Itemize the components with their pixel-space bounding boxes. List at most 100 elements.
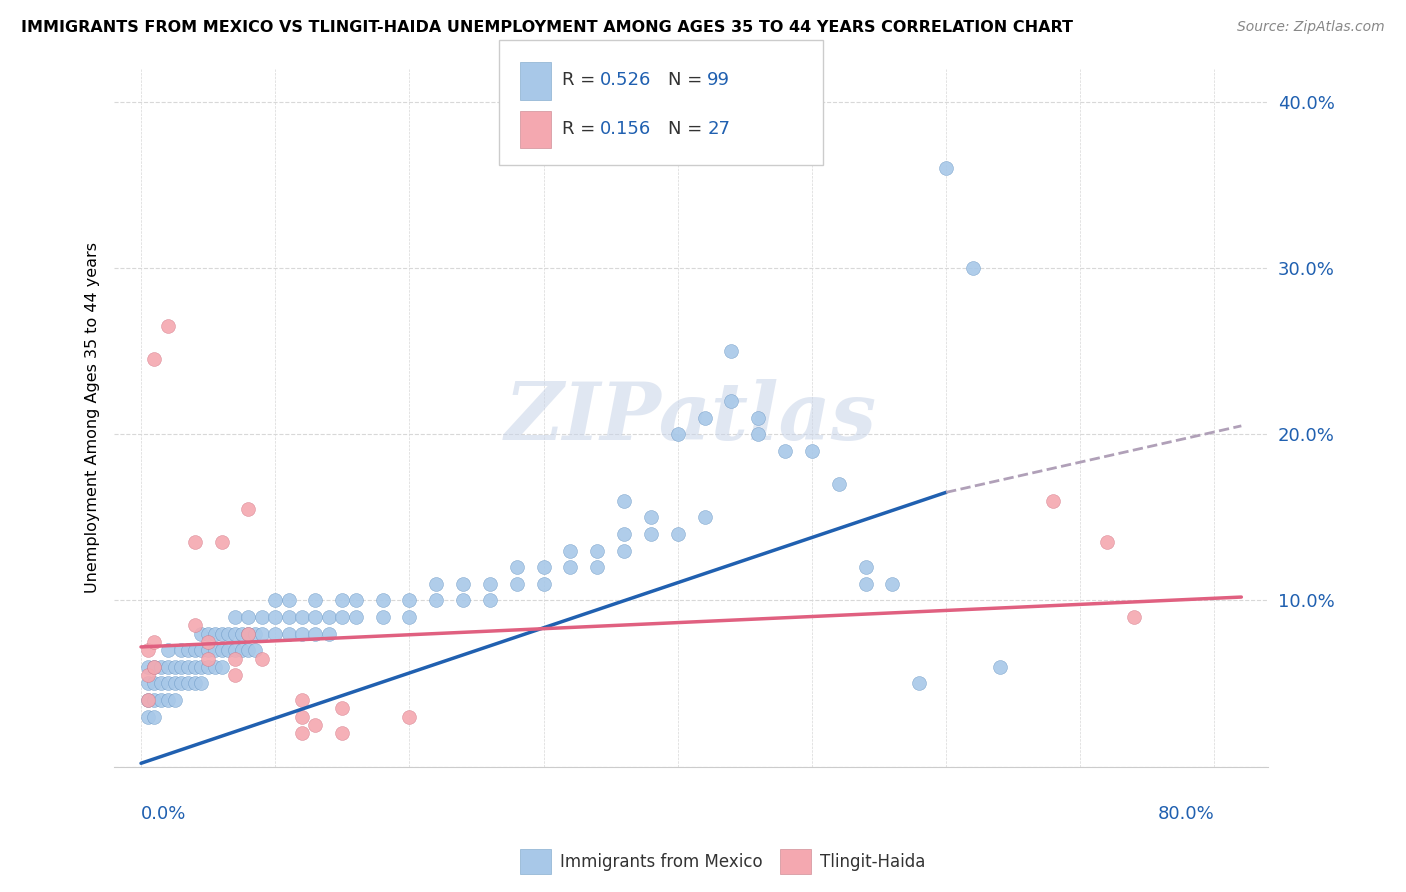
Point <box>330 701 353 715</box>
Point <box>264 610 287 624</box>
Point <box>1123 610 1146 624</box>
Point <box>720 344 742 359</box>
Point <box>855 576 877 591</box>
Point <box>190 676 212 690</box>
Point <box>451 576 474 591</box>
Point <box>217 626 239 640</box>
Point <box>640 510 662 524</box>
Point <box>560 543 582 558</box>
Point <box>238 502 260 516</box>
Text: N =: N = <box>668 120 707 138</box>
Point <box>451 593 474 607</box>
Point <box>250 626 273 640</box>
Point <box>224 610 246 624</box>
Point <box>371 610 394 624</box>
Point <box>211 626 233 640</box>
Point <box>773 443 796 458</box>
Text: R =: R = <box>562 71 602 89</box>
Point <box>935 161 957 176</box>
Point <box>156 660 179 674</box>
Point <box>318 610 340 624</box>
Point <box>177 643 200 657</box>
Point <box>183 660 205 674</box>
Text: Source: ZipAtlas.com: Source: ZipAtlas.com <box>1237 20 1385 34</box>
Point <box>988 660 1011 674</box>
Point <box>177 676 200 690</box>
Text: N =: N = <box>668 71 707 89</box>
Text: Tlingit-Haida: Tlingit-Haida <box>820 853 925 871</box>
Point <box>478 576 501 591</box>
Point <box>217 643 239 657</box>
Point <box>330 726 353 740</box>
Point <box>855 560 877 574</box>
Point <box>344 610 367 624</box>
Point <box>304 718 326 732</box>
Point <box>291 610 314 624</box>
Point <box>136 676 159 690</box>
Point <box>197 626 219 640</box>
Point <box>264 593 287 607</box>
Point <box>1042 493 1064 508</box>
Point <box>197 643 219 657</box>
Point <box>398 593 420 607</box>
Point <box>143 352 166 367</box>
Point <box>693 410 716 425</box>
Point <box>586 560 609 574</box>
Point <box>277 593 299 607</box>
Point <box>962 260 984 275</box>
Point <box>330 610 353 624</box>
Point <box>170 643 193 657</box>
Point <box>197 660 219 674</box>
Point <box>224 668 246 682</box>
Point <box>183 676 205 690</box>
Point <box>163 660 186 674</box>
Text: 0.0%: 0.0% <box>141 805 187 823</box>
Point <box>238 643 260 657</box>
Point <box>330 593 353 607</box>
Point <box>304 610 326 624</box>
Point <box>613 493 636 508</box>
Point <box>613 543 636 558</box>
Point <box>156 319 179 334</box>
Point <box>211 643 233 657</box>
Text: 80.0%: 80.0% <box>1157 805 1215 823</box>
Point <box>277 626 299 640</box>
Point <box>291 710 314 724</box>
Point <box>250 610 273 624</box>
Point <box>398 710 420 724</box>
Point <box>143 660 166 674</box>
Point <box>136 660 159 674</box>
Point <box>143 660 166 674</box>
Point <box>243 643 266 657</box>
Point <box>143 693 166 707</box>
Point <box>197 635 219 649</box>
Point <box>291 626 314 640</box>
Point <box>613 527 636 541</box>
Point <box>136 693 159 707</box>
Point <box>533 576 555 591</box>
Point <box>224 651 246 665</box>
Point <box>304 626 326 640</box>
Point <box>183 618 205 632</box>
Text: IMMIGRANTS FROM MEXICO VS TLINGIT-HAIDA UNEMPLOYMENT AMONG AGES 35 TO 44 YEARS C: IMMIGRANTS FROM MEXICO VS TLINGIT-HAIDA … <box>21 20 1073 35</box>
Point <box>425 576 447 591</box>
Point <box>224 626 246 640</box>
Point <box>666 427 689 442</box>
Point <box>693 510 716 524</box>
Text: Immigrants from Mexico: Immigrants from Mexico <box>560 853 762 871</box>
Point <box>291 726 314 740</box>
Point <box>586 543 609 558</box>
Point <box>170 660 193 674</box>
Point <box>425 593 447 607</box>
Point <box>197 651 219 665</box>
Point <box>318 626 340 640</box>
Point <box>371 593 394 607</box>
Point <box>204 626 226 640</box>
Point <box>150 660 173 674</box>
Point <box>156 676 179 690</box>
Point <box>156 643 179 657</box>
Point <box>238 626 260 640</box>
Point <box>533 560 555 574</box>
Text: 99: 99 <box>707 71 730 89</box>
Point <box>291 693 314 707</box>
